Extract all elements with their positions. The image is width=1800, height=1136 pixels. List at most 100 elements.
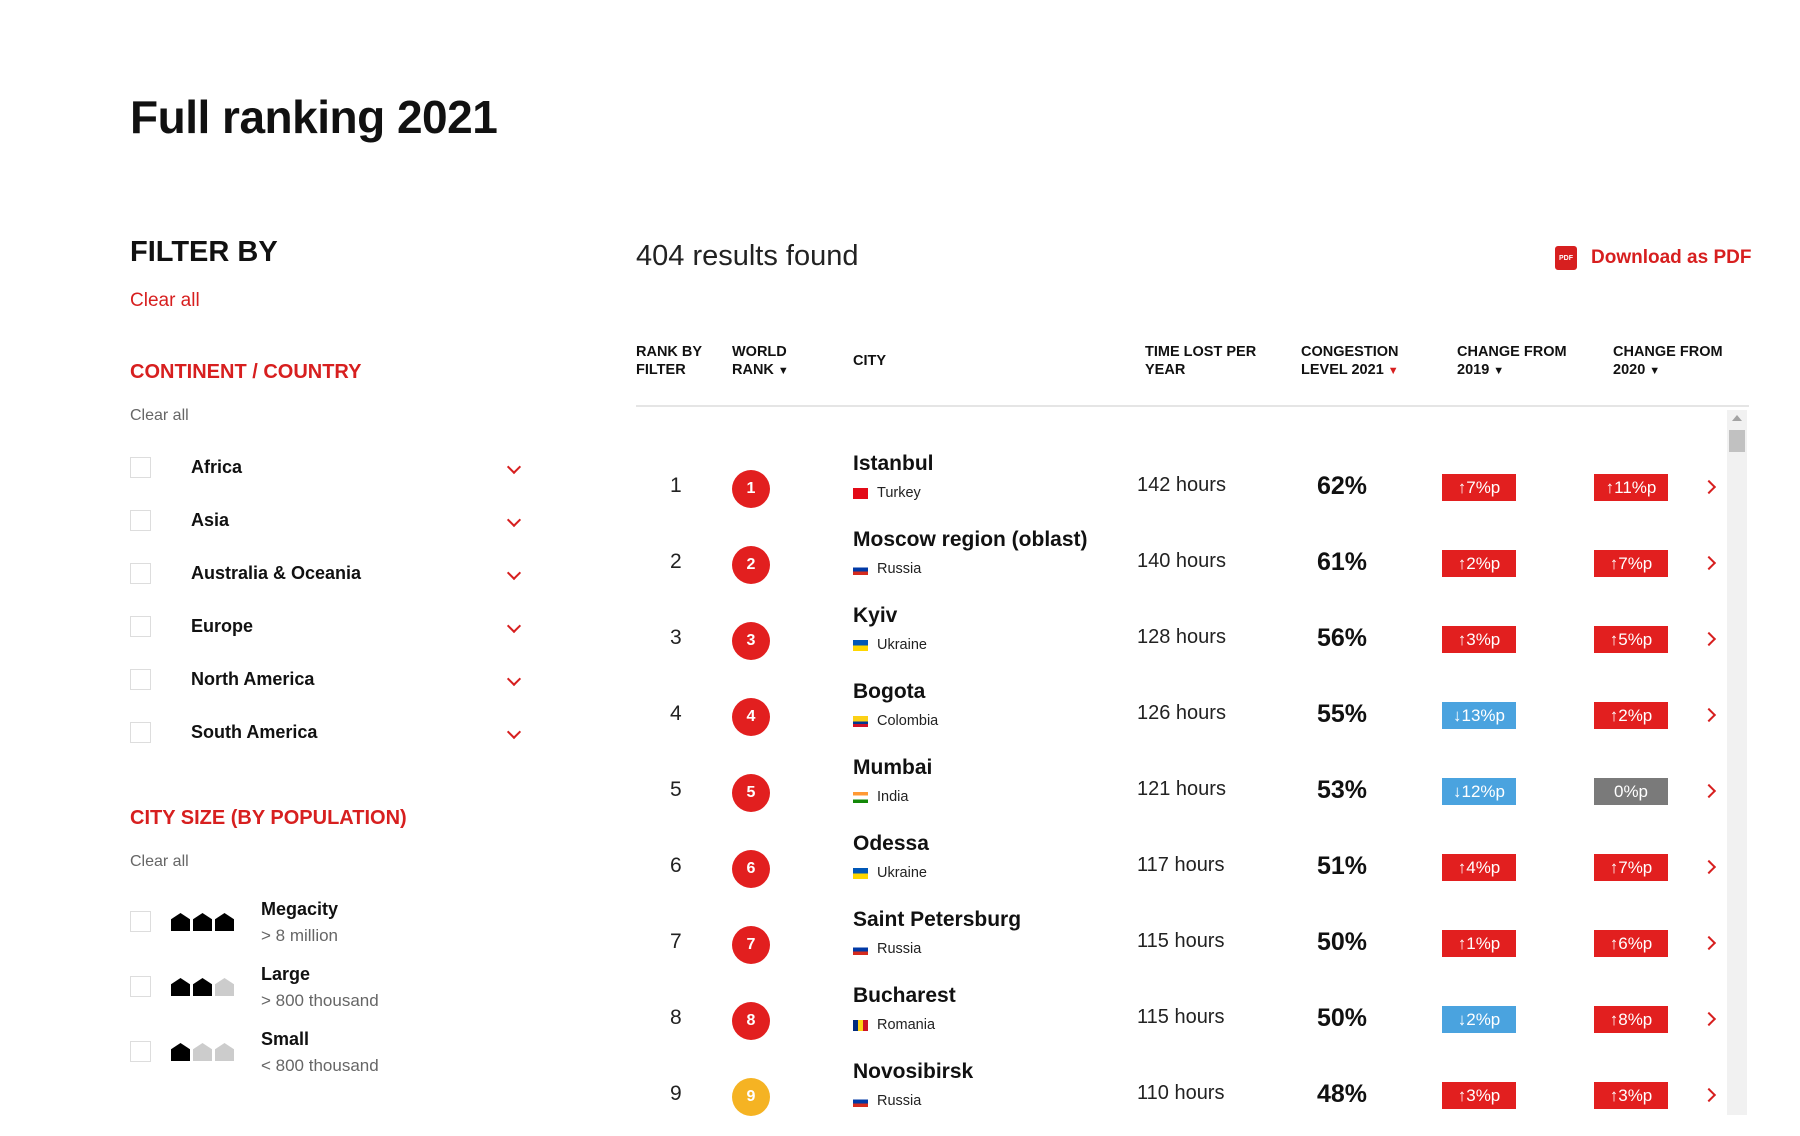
city-name[interactable]: Mumbai: [853, 756, 933, 779]
flag-icon: [853, 563, 868, 575]
country: Romania: [853, 1017, 935, 1033]
congestion-level: 53%: [1317, 776, 1368, 804]
world-rank-badge: 5: [732, 774, 770, 812]
header-world-rank[interactable]: WORLD RANK ▼: [732, 343, 789, 380]
clear-continent-link[interactable]: Clear all: [130, 407, 189, 424]
city-name[interactable]: Odessa: [853, 832, 929, 855]
chevron-right-icon[interactable]: [1701, 935, 1717, 951]
chevron-down-icon[interactable]: [506, 671, 522, 687]
chevron-right-icon[interactable]: [1701, 631, 1717, 647]
country: Russia: [853, 941, 921, 957]
change-2020-badge: ↑7%p: [1594, 854, 1668, 881]
checkbox[interactable]: [130, 562, 151, 584]
house-icon: [171, 913, 190, 931]
city-name[interactable]: Istanbul: [853, 452, 934, 475]
table-row[interactable]: 3 3 Kyiv Ukraine 128 hours 56% ↑3%p ↑5%p: [636, 604, 1726, 680]
checkbox[interactable]: [130, 456, 151, 478]
house-icon: [215, 978, 234, 996]
world-rank-badge: 7: [732, 926, 770, 964]
chevron-right-icon[interactable]: [1701, 1087, 1717, 1103]
checkbox[interactable]: [130, 911, 151, 932]
rank-by-filter: 8: [670, 1006, 682, 1029]
size-name: Small: [261, 1029, 310, 1049]
checkbox[interactable]: [130, 509, 151, 531]
chevron-right-icon[interactable]: [1701, 479, 1717, 495]
city-name[interactable]: Kyiv: [853, 604, 898, 627]
header-line: FILTER: [636, 362, 686, 378]
download-pdf-button[interactable]: PDF Download as PDF: [1555, 246, 1751, 270]
checkbox[interactable]: [130, 1041, 151, 1062]
continent-filter-item[interactable]: North America: [130, 664, 525, 694]
city-name[interactable]: Bogota: [853, 680, 926, 703]
header-line: CHANGE FROM: [1613, 344, 1723, 360]
continent-filter-item[interactable]: Africa: [130, 452, 525, 482]
country-name: Russia: [877, 941, 922, 957]
clear-city-size-link[interactable]: Clear all: [130, 853, 189, 870]
scroll-up-icon[interactable]: [1732, 415, 1742, 421]
table-row[interactable]: 9 9 Novosibirsk Russia 110 hours 48% ↑3%…: [636, 1060, 1726, 1136]
chevron-right-icon[interactable]: [1701, 1011, 1717, 1027]
header-congestion[interactable]: CONGESTION LEVEL 2021 ▼: [1301, 343, 1399, 380]
rank-by-filter: 9: [670, 1082, 682, 1105]
time-lost: 110 hours: [1137, 1082, 1225, 1104]
continent-filter-item[interactable]: Australia & Oceania: [130, 558, 525, 588]
flag-icon: [853, 639, 868, 651]
congestion-level: 61%: [1317, 548, 1368, 576]
city-size-filter-item[interactable]: Large > 800 thousand: [130, 964, 379, 1011]
city-name[interactable]: Novosibirsk: [853, 1060, 974, 1083]
flag-icon: [853, 715, 868, 727]
time-lost: 115 hours: [1137, 930, 1225, 952]
continent-filter-item[interactable]: Asia: [130, 505, 525, 535]
table-row[interactable]: 8 8 Bucharest Romania 115 hours 50% ↓2%p…: [636, 984, 1726, 1060]
change-2020-badge: ↑5%p: [1594, 626, 1668, 653]
congestion-level: 50%: [1317, 1004, 1368, 1032]
chevron-right-icon[interactable]: [1701, 555, 1717, 571]
city-size-filter-item[interactable]: Small < 800 thousand: [130, 1029, 379, 1076]
change-2019-badge: ↓13%p: [1442, 702, 1516, 729]
clear-all-filters-link[interactable]: Clear all: [130, 290, 200, 311]
checkbox[interactable]: [130, 721, 151, 743]
table-row[interactable]: 2 2 Moscow region (oblast) Russia 140 ho…: [636, 528, 1726, 604]
header-change-2019[interactable]: CHANGE FROM 2019 ▼: [1457, 343, 1567, 380]
header-change-2020[interactable]: CHANGE FROM 2020 ▼: [1613, 343, 1723, 380]
scrollbar-thumb[interactable]: [1729, 430, 1745, 452]
city-name[interactable]: Bucharest: [853, 984, 956, 1007]
checkbox[interactable]: [130, 615, 151, 637]
city-name[interactable]: Moscow region (oblast): [853, 528, 1088, 551]
table-row[interactable]: 7 7 Saint Petersburg Russia 115 hours 50…: [636, 908, 1726, 984]
change-2020-badge: ↑8%p: [1594, 1006, 1668, 1033]
country-name: Ukraine: [877, 637, 927, 653]
checkbox[interactable]: [130, 976, 151, 997]
city-name[interactable]: Saint Petersburg: [853, 908, 1022, 931]
chevron-right-icon[interactable]: [1701, 707, 1717, 723]
chevron-right-icon[interactable]: [1701, 859, 1717, 875]
chevron-down-icon[interactable]: [506, 618, 522, 634]
chevron-down-icon[interactable]: [506, 565, 522, 581]
chevron-down-icon[interactable]: [506, 512, 522, 528]
continent-filter-item[interactable]: South America: [130, 717, 525, 747]
header-line: LEVEL 2021: [1301, 362, 1384, 378]
city-size-heading: CITY SIZE (BY POPULATION): [130, 807, 407, 829]
checkbox[interactable]: [130, 668, 151, 690]
chevron-right-icon[interactable]: [1701, 783, 1717, 799]
table-row[interactable]: 1 1 Istanbul Turkey 142 hours 62% ↑7%p ↑…: [636, 452, 1726, 528]
chevron-down-icon[interactable]: [506, 724, 522, 740]
rank-by-filter: 4: [670, 702, 682, 725]
table-row[interactable]: 6 6 Odessa Ukraine 117 hours 51% ↑4%p ↑7…: [636, 832, 1726, 908]
country-name: Colombia: [877, 713, 939, 729]
change-2020-badge: ↑6%p: [1594, 930, 1668, 957]
header-line: CHANGE FROM: [1457, 344, 1567, 360]
city-size-filter-item[interactable]: Megacity > 8 million: [130, 899, 338, 946]
table-row[interactable]: 4 4 Bogota Colombia 126 hours 55% ↓13%p …: [636, 680, 1726, 756]
change-2019-badge: ↓12%p: [1442, 778, 1516, 805]
country-name: Ukraine: [877, 865, 927, 881]
continent-filter-item[interactable]: Europe: [130, 611, 525, 641]
chevron-down-icon[interactable]: [506, 459, 522, 475]
scrollbar[interactable]: [1727, 410, 1747, 1115]
header-line: RANK: [732, 362, 774, 378]
table-row[interactable]: 5 5 Mumbai India 121 hours 53% ↓12%p 0%p: [636, 756, 1726, 832]
congestion-level: 51%: [1317, 852, 1368, 880]
header-rank-by-filter[interactable]: RANK BY FILTER: [636, 343, 702, 379]
world-rank-badge: 2: [732, 546, 770, 584]
header-time-lost[interactable]: TIME LOST PER YEAR: [1145, 343, 1256, 379]
